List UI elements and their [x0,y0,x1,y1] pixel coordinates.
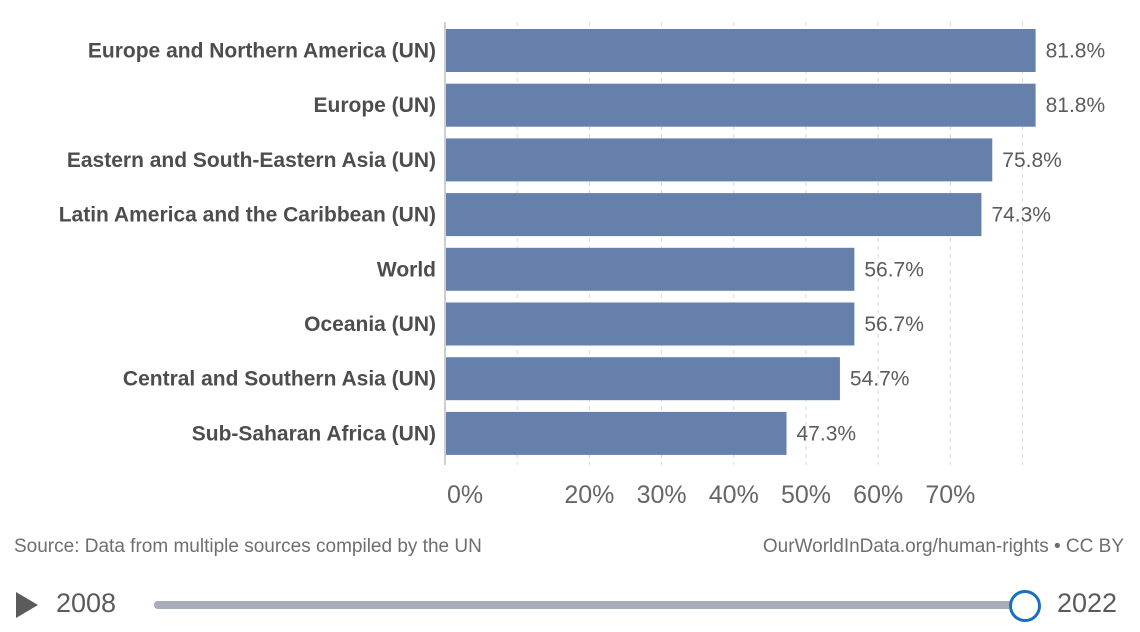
value-labels: 81.8% 81.8% 75.8% 74.3% 56.7% 56.7% 54.7% 47.3% [797,40,1106,446]
category-label: Europe (UN) [314,94,437,117]
timeline-start-year: 2008 [56,588,117,618]
x-tick-label: 60% [853,481,903,509]
bar[interactable] [446,83,1036,127]
bars [446,29,1036,455]
value-label: 81.8% [1046,40,1106,63]
category-label: Latin America and the Caribbean (UN) [59,204,436,227]
x-tick-label: 50% [781,481,831,509]
x-tick-label: 30% [637,481,687,509]
bar[interactable] [446,357,840,401]
bar[interactable] [446,138,993,182]
category-labels: Europe and Northern America (UN) Europe (… [59,40,436,446]
value-label: 81.8% [1046,94,1106,117]
timeline-control: 2008 2022 [0,580,1140,630]
x-tick-label: 0% [447,481,483,509]
value-label: 56.7% [864,313,924,336]
timeline-fill [154,601,1024,609]
play-icon[interactable] [16,592,38,618]
category-label: Sub-Saharan Africa (UN) [192,422,436,445]
bar[interactable] [446,247,855,291]
bar[interactable] [446,29,1036,72]
x-tick-label: 20% [564,481,614,509]
value-label: 74.3% [991,204,1051,227]
value-label: 75.8% [1002,149,1062,172]
category-label: Europe and Northern America (UN) [88,40,436,63]
value-label: 47.3% [797,422,857,445]
timeline-handle[interactable] [1009,590,1041,622]
x-tick-label: 40% [709,481,759,509]
category-label: Oceania (UN) [304,313,436,336]
category-label: Eastern and South-Eastern Asia (UN) [67,149,436,172]
category-label: World [377,258,436,281]
bar[interactable] [446,411,787,455]
source-note: Source: Data from multiple sources compi… [14,536,482,557]
timeline-track[interactable] [154,590,1041,622]
credit-link[interactable]: OurWorldInData.org/human-rights • CC BY [762,536,1124,557]
x-axis-ticks: 0% 20% 30% 40% 50% 60% 70% [447,481,975,509]
value-label: 56.7% [864,258,924,281]
x-tick-label: 70% [925,481,975,509]
bar-chart: Europe and Northern America (UN) Europe (… [59,22,1106,509]
timeline-end-year: 2022 [1057,588,1118,618]
bar[interactable] [446,302,855,346]
bar[interactable] [446,193,982,237]
category-label: Central and Southern Asia (UN) [123,368,436,391]
value-label: 54.7% [850,368,910,391]
